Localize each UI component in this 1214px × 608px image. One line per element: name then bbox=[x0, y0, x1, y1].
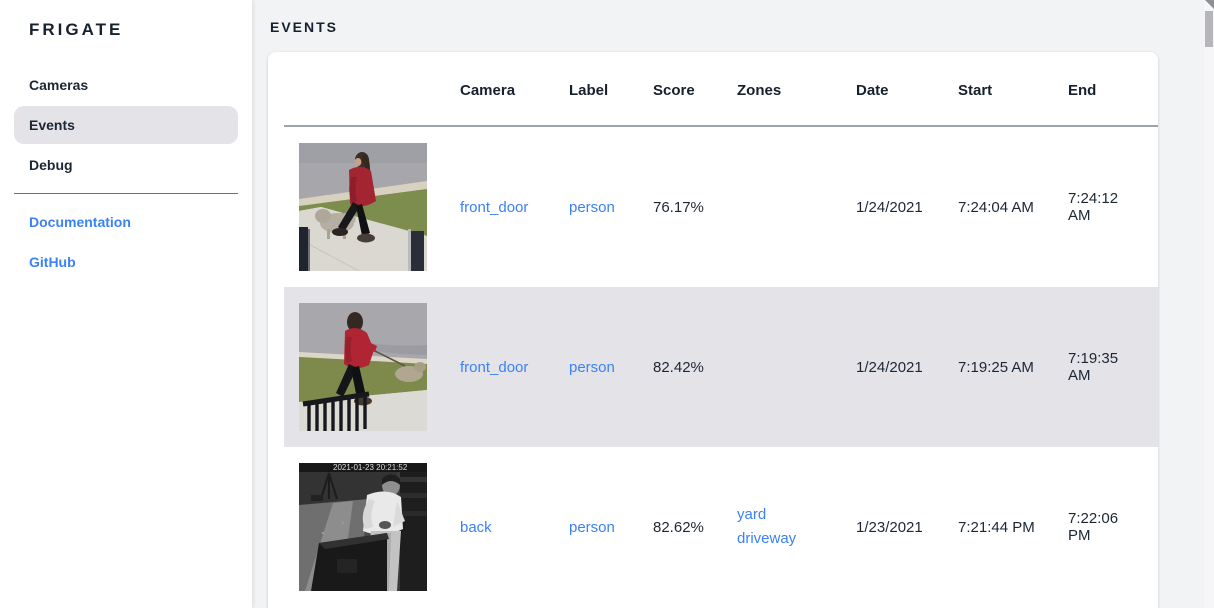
event-thumbnail bbox=[299, 143, 428, 271]
label-cell: person bbox=[553, 287, 637, 447]
date-cell: 1/24/2021 bbox=[840, 287, 942, 447]
column-header-camera: Camera bbox=[444, 52, 553, 127]
page-title: EVENTS bbox=[270, 19, 339, 35]
date-cell: 1/23/2021 bbox=[840, 447, 942, 607]
thumbnail-cell bbox=[284, 287, 444, 447]
date-value: 1/24/2021 bbox=[856, 358, 923, 376]
start-cell: 7:21:44 PM bbox=[942, 447, 1052, 607]
end-value: 7:19:35 AM bbox=[1068, 350, 1119, 384]
camera-link[interactable]: front_door bbox=[460, 198, 529, 216]
score-cell: 76.17% bbox=[637, 126, 721, 287]
end-value: 7:24:12 AM bbox=[1068, 190, 1119, 224]
start-cell: 7:19:25 AM bbox=[942, 287, 1052, 447]
column-header-zones: Zones bbox=[721, 52, 840, 127]
vertical-scrollbar[interactable] bbox=[1204, 0, 1214, 608]
sidebar-nav: Cameras Events Debug Documentation GitHu… bbox=[14, 66, 238, 281]
end-value: 7:22:06 PM bbox=[1068, 510, 1119, 544]
thumbnail-cell: 2021-01-23 20:21:52 bbox=[284, 447, 444, 607]
score-value: 82.42% bbox=[653, 358, 704, 376]
date-value: 1/24/2021 bbox=[856, 198, 923, 216]
column-header-thumbnail bbox=[284, 52, 444, 127]
events-table-body: front_door person 76.17% 1/24/2021 7:24:… bbox=[284, 126, 1158, 607]
column-header-date: Date bbox=[840, 52, 942, 127]
sidebar-divider bbox=[14, 193, 238, 194]
sidebar-link-documentation[interactable]: Documentation bbox=[29, 214, 131, 230]
event-thumbnail: 2021-01-23 20:21:52 bbox=[299, 463, 428, 591]
camera-cell: front_door bbox=[444, 126, 553, 287]
sidebar-link-github[interactable]: GitHub bbox=[29, 254, 76, 270]
column-header-score: Score bbox=[637, 52, 721, 127]
label-cell: person bbox=[553, 447, 637, 607]
score-value: 82.62% bbox=[653, 518, 704, 536]
scrollbar-thumb[interactable] bbox=[1205, 11, 1213, 47]
scrollbar-corner-arrow bbox=[1205, 0, 1214, 9]
event-thumbnail bbox=[299, 303, 428, 431]
main-content: EVENTS Camera Label Score Zones Date Sta… bbox=[252, 0, 1214, 608]
column-header-label: Label bbox=[553, 52, 637, 127]
label-link[interactable]: person bbox=[569, 358, 615, 376]
table-row[interactable]: front_door person 76.17% 1/24/2021 7:24:… bbox=[284, 126, 1158, 287]
zone-link[interactable]: driveway bbox=[737, 530, 797, 547]
score-cell: 82.62% bbox=[637, 447, 721, 607]
label-link[interactable]: person bbox=[569, 518, 615, 536]
label-cell: person bbox=[553, 126, 637, 287]
end-cell: 7:19:35 AM bbox=[1052, 287, 1158, 447]
sidebar-item-cameras[interactable]: Cameras bbox=[29, 77, 89, 93]
camera-link[interactable]: back bbox=[460, 518, 492, 536]
sidebar: FRIGATE Cameras Events Debug Documentati… bbox=[0, 0, 252, 608]
column-header-start: Start bbox=[942, 52, 1052, 127]
camera-cell: front_door bbox=[444, 287, 553, 447]
date-cell: 1/24/2021 bbox=[840, 126, 942, 287]
camera-link[interactable]: front_door bbox=[460, 358, 529, 376]
thumbnail-cell bbox=[284, 126, 444, 287]
thumbnail-timestamp-overlay: 2021-01-23 20:21:52 bbox=[333, 463, 408, 472]
start-value: 7:19:25 AM bbox=[958, 358, 1034, 376]
start-value: 7:21:44 PM bbox=[958, 518, 1035, 536]
zones-cell bbox=[721, 287, 840, 447]
score-value: 76.17% bbox=[653, 198, 704, 216]
events-card: Camera Label Score Zones Date Start End bbox=[268, 52, 1158, 608]
zone-link[interactable]: yard bbox=[737, 506, 767, 523]
table-row[interactable]: front_door person 82.42% 1/24/2021 7:19:… bbox=[284, 287, 1158, 447]
zones-cell bbox=[721, 126, 840, 287]
label-link[interactable]: person bbox=[569, 198, 615, 216]
start-value: 7:24:04 AM bbox=[958, 198, 1034, 216]
table-header-row: Camera Label Score Zones Date Start End bbox=[284, 52, 1158, 127]
start-cell: 7:24:04 AM bbox=[942, 126, 1052, 287]
end-cell: 7:24:12 AM bbox=[1052, 126, 1158, 287]
column-header-end: End bbox=[1052, 52, 1158, 127]
zones-cell: yard driveway bbox=[721, 447, 840, 607]
table-row[interactable]: 2021-01-23 20:21:52 back person 82.62% y… bbox=[284, 447, 1158, 607]
date-value: 1/23/2021 bbox=[856, 518, 923, 536]
score-cell: 82.42% bbox=[637, 287, 721, 447]
sidebar-item-debug[interactable]: Debug bbox=[29, 157, 73, 173]
camera-cell: back bbox=[444, 447, 553, 607]
end-cell: 7:22:06 PM bbox=[1052, 447, 1158, 607]
sidebar-item-events[interactable]: Events bbox=[14, 106, 238, 144]
app-logo: FRIGATE bbox=[29, 20, 124, 39]
events-table: Camera Label Score Zones Date Start End bbox=[284, 52, 1158, 607]
